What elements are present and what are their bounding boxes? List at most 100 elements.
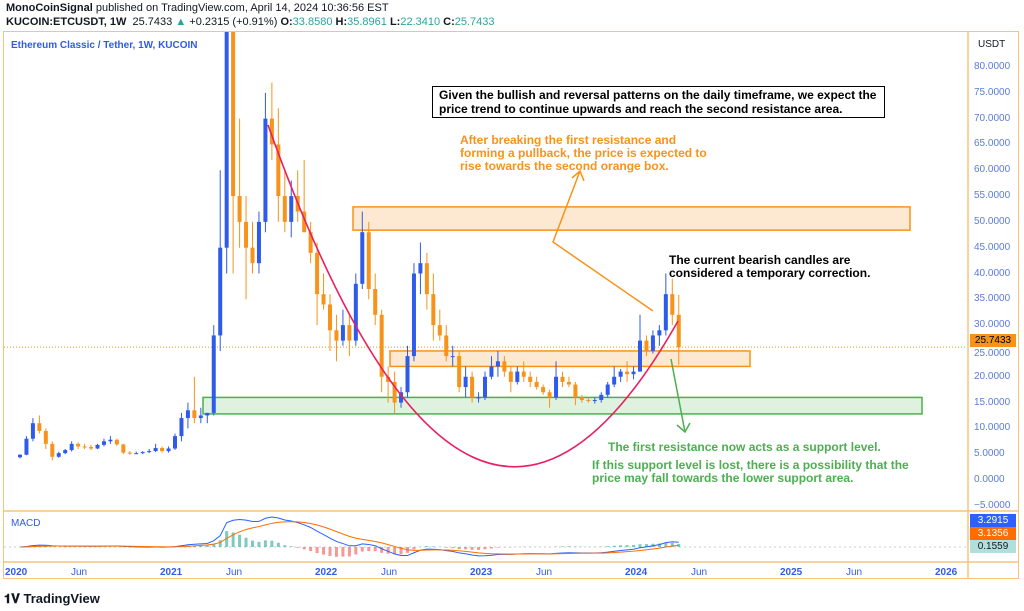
published-text: published on TradingView.com, April 14, … [95,2,389,14]
close-label: C: [443,16,455,28]
low-value: 22.3410 [400,16,441,28]
candle-body [495,361,500,367]
last-price-tag: 25.7433 [970,334,1016,347]
candle-body [521,371,526,377]
orange-note-line: forming a pullback, the price is expecte… [460,146,707,160]
time-tick: Jun [226,567,243,578]
macd-histogram-bar [367,547,371,552]
candle-body [579,397,584,400]
chart-frame [3,31,1019,579]
macd-histogram-bar [334,547,338,557]
candle-body [24,438,29,455]
author[interactable]: MonoCoinSignal [6,2,93,14]
candle-body [82,446,87,448]
candle-body [289,196,294,222]
price-tick: 75.0000 [974,86,1011,98]
macd-label[interactable]: MACD [11,518,41,529]
price-tick: −5.0000 [974,499,1011,511]
change: +0.2315 (+0.91%) [189,16,278,28]
candle-body [89,446,94,449]
candle-body [224,32,229,248]
high-value: 35.8961 [347,16,387,28]
candle-body [321,294,326,305]
high-label: H: [335,16,348,28]
time-tick: 2022 [315,567,338,578]
macd-histogram-bar [664,542,668,547]
chart-title: Ethereum Classic / Tether, 1W, KUCOIN [11,40,198,51]
candle-body [250,247,255,264]
candle-body [353,283,358,341]
tradingview-logo[interactable]: 𝟏𝐕 TradingView [4,591,100,606]
macd-histogram-bar [431,546,435,547]
candle-body [302,211,307,233]
price-tick: 35.0000 [974,293,1011,305]
candle-body [276,144,281,197]
tradingview-logo-icon: 𝟏𝐕 [4,591,20,606]
candle-body [424,263,429,295]
price-tick: 45.0000 [974,241,1011,253]
candle-body [644,340,649,351]
macd-histogram-bar [322,547,326,555]
candle-body [56,453,61,457]
candle-body [418,263,423,274]
orange-arrow [552,170,654,312]
macd-histogram-bar [276,542,280,547]
candle-body [528,376,533,382]
time-tick: 2023 [470,567,493,578]
macd-histogram-bar [238,534,242,547]
candle-body [334,330,339,341]
candle-body [315,252,320,295]
last-price: 25.7433 [132,16,173,28]
candle-body [392,381,397,403]
macd-histogram-bar [386,547,390,554]
macd-histogram-bar [244,537,248,547]
close-value: 25.7433 [454,16,495,28]
candle-body [670,294,675,315]
candle-body [166,448,171,452]
price-tick: 10.0000 [974,422,1011,434]
macd-histogram-bar [283,545,287,547]
price-tick: 25.0000 [974,348,1011,359]
candle-body [76,443,81,447]
macd-histogram-bar [380,547,384,553]
time-tick: 2025 [780,567,803,578]
candle-body [631,371,636,375]
time-tick: Jun [691,567,708,578]
candle-body [650,335,655,351]
macd-histogram-bar [218,540,222,547]
macd-histogram-bar [360,547,364,552]
macd-histogram-bar [341,547,345,557]
price-tick: 30.0000 [974,319,1011,331]
macd-histogram-bar [657,543,661,547]
candle-body [140,452,145,454]
macd-histogram-bar [251,540,254,547]
signal-value-tag: 3.1356 [970,527,1016,540]
candle-body [173,436,177,449]
candle-body [592,399,597,402]
time-tick: Jun [536,567,553,578]
candle-body [612,376,617,385]
macd-histogram-bar [302,547,306,550]
candle-body [282,196,287,222]
macd-histogram-bar [638,544,642,547]
candle-body [566,381,571,385]
zone-lower-support [202,396,923,415]
candle-body [18,454,22,458]
candle-body [508,371,513,382]
macd-histogram-bar [567,546,571,547]
candle-body [198,415,203,419]
rounding-bottom-curve [267,124,679,468]
candle-body [573,384,578,398]
candle-body [463,376,468,388]
candle-body [308,232,313,253]
candle-body [554,376,559,398]
green-note-line: price may fall towards the lower support… [592,471,854,485]
candle-body [470,376,475,398]
candle-body [244,221,249,248]
candle-body [431,294,436,326]
candle-body [205,412,210,416]
candle-body [366,232,371,289]
price-tick: 20.0000 [974,370,1011,382]
candle-body [373,288,378,315]
